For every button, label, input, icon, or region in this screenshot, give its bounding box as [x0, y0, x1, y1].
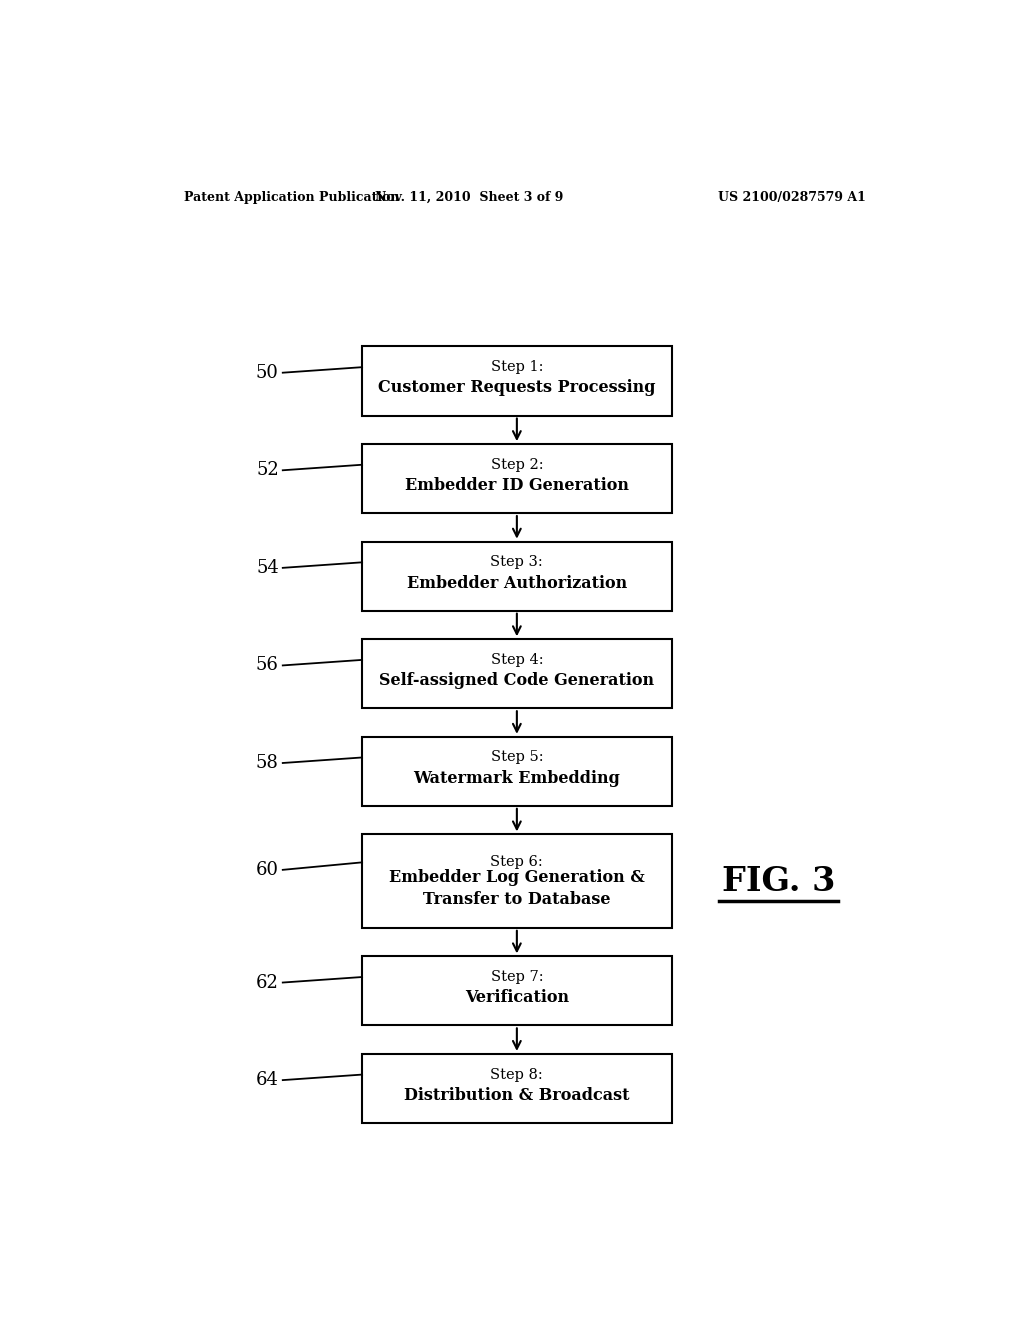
FancyBboxPatch shape	[362, 1053, 672, 1123]
Text: Verification: Verification	[465, 989, 569, 1006]
FancyBboxPatch shape	[362, 834, 672, 928]
Text: Nov. 11, 2010  Sheet 3 of 9: Nov. 11, 2010 Sheet 3 of 9	[375, 190, 563, 203]
Text: Self-assigned Code Generation: Self-assigned Code Generation	[379, 672, 654, 689]
Text: Step 8:: Step 8:	[490, 1068, 544, 1081]
Text: Patent Application Publication: Patent Application Publication	[183, 190, 399, 203]
Text: US 2100/0287579 A1: US 2100/0287579 A1	[718, 190, 866, 203]
Text: Watermark Embedding: Watermark Embedding	[414, 770, 621, 787]
Text: Embedder Authorization: Embedder Authorization	[407, 574, 627, 591]
Text: Step 5:: Step 5:	[490, 751, 543, 764]
Text: Step 2:: Step 2:	[490, 458, 543, 471]
Text: 52: 52	[256, 461, 279, 479]
Text: 60: 60	[256, 861, 279, 879]
FancyBboxPatch shape	[362, 639, 672, 709]
Text: Step 7:: Step 7:	[490, 970, 543, 983]
Text: Step 3:: Step 3:	[490, 556, 544, 569]
Text: 50: 50	[256, 364, 279, 381]
Text: Embedder ID Generation: Embedder ID Generation	[404, 477, 629, 494]
FancyBboxPatch shape	[362, 346, 672, 416]
Text: Step 6:: Step 6:	[490, 855, 544, 870]
Text: 56: 56	[256, 656, 279, 675]
FancyBboxPatch shape	[362, 956, 672, 1026]
FancyBboxPatch shape	[362, 737, 672, 805]
Text: Customer Requests Processing: Customer Requests Processing	[378, 379, 655, 396]
FancyBboxPatch shape	[362, 444, 672, 513]
FancyBboxPatch shape	[362, 541, 672, 611]
Text: 58: 58	[256, 754, 279, 772]
Text: Embedder Log Generation &
Transfer to Database: Embedder Log Generation & Transfer to Da…	[389, 870, 645, 908]
Text: Step 4:: Step 4:	[490, 653, 543, 667]
Text: 64: 64	[256, 1071, 279, 1089]
Text: 62: 62	[256, 974, 279, 991]
Text: Step 1:: Step 1:	[490, 360, 543, 374]
Text: 54: 54	[256, 558, 279, 577]
Text: FIG. 3: FIG. 3	[722, 865, 836, 898]
Text: Distribution & Broadcast: Distribution & Broadcast	[404, 1086, 630, 1104]
